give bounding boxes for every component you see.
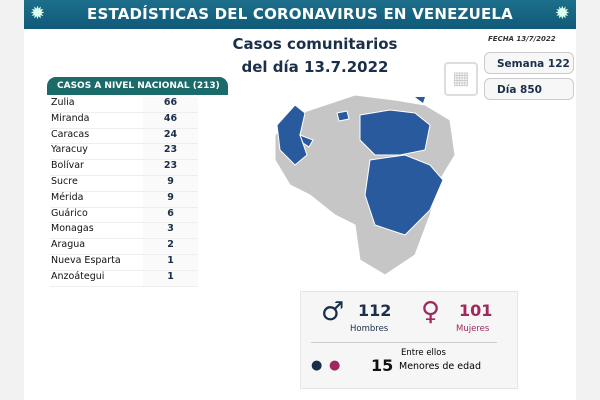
state-name: Mérida bbox=[51, 191, 84, 203]
table-header: CASOS A NIVEL NACIONAL (213) bbox=[47, 77, 228, 95]
table-row: Yaracuy 23 bbox=[50, 144, 198, 161]
state-name: Nueva Esparta bbox=[51, 254, 121, 266]
state-name: Monagas bbox=[51, 223, 94, 235]
day-badge: Día 850 bbox=[484, 78, 574, 100]
man-icon: ♂ bbox=[321, 297, 345, 327]
table-row: Aragua 2 bbox=[50, 239, 198, 255]
date-label: FECHA 13/7/2022 bbox=[488, 35, 556, 43]
venezuela-map bbox=[274, 94, 456, 276]
state-name: Yaracuy bbox=[51, 144, 88, 156]
men-count: 112 bbox=[358, 301, 392, 320]
virus-icon: ✹ bbox=[554, 3, 570, 24]
case-count: 6 bbox=[143, 207, 198, 223]
case-count: 23 bbox=[143, 144, 198, 160]
minors-count: 15 bbox=[371, 356, 394, 375]
divider bbox=[311, 342, 497, 343]
map-region-yaracuy bbox=[336, 110, 350, 122]
minors-label: Menores de edad bbox=[399, 361, 482, 372]
case-count: 9 bbox=[143, 175, 198, 191]
banner-title: ESTADÍSTICAS DEL CORONAVIRUS EN VENEZUEL… bbox=[87, 5, 513, 23]
case-count: 1 bbox=[143, 254, 198, 270]
state-name: Anzoátegui bbox=[51, 270, 105, 282]
virus-icon: ✹ bbox=[30, 3, 46, 24]
title-line2: del día 13.7.2022 bbox=[241, 58, 389, 76]
state-name: Guárico bbox=[51, 207, 88, 219]
cases-table: Zulia 66 Miranda 46 Caracas 24 Yaracuy 23 Bolíva… bbox=[50, 97, 198, 287]
case-count: 23 bbox=[143, 160, 198, 175]
table-row: Miranda 46 bbox=[50, 112, 198, 129]
case-count: 2 bbox=[143, 239, 198, 254]
map-region-nueva-esparta bbox=[415, 97, 425, 103]
case-count: 9 bbox=[143, 191, 198, 207]
minors-intro: Entre ellos bbox=[401, 348, 446, 358]
title-line1: Casos comunitarios bbox=[232, 35, 398, 53]
banner: ✹ ESTADÍSTICAS DEL CORONAVIRUS EN VENEZU… bbox=[24, 0, 576, 29]
case-count: 24 bbox=[143, 128, 198, 144]
women-label: Mujeres bbox=[456, 324, 490, 334]
page-title: Casos comunitarios del día 13.7.2022 bbox=[215, 33, 415, 79]
state-name: Bolívar bbox=[51, 160, 84, 172]
table-row: Zulia 66 bbox=[50, 97, 198, 113]
women-count: 101 bbox=[459, 301, 493, 320]
girl-icon: ● bbox=[329, 358, 341, 373]
calendar-icon: ▦ bbox=[444, 62, 478, 96]
table-row: Caracas 24 bbox=[50, 128, 198, 145]
state-name: Sucre bbox=[51, 175, 78, 187]
boy-icon: ● bbox=[311, 358, 323, 373]
table-row: Monagas 3 bbox=[50, 223, 198, 240]
state-name: Zulia bbox=[51, 97, 75, 108]
map-region-center bbox=[359, 109, 431, 156]
case-count: 66 bbox=[143, 97, 198, 112]
state-name: Caracas bbox=[51, 128, 90, 140]
men-label: Hombres bbox=[350, 324, 389, 334]
table-row: Nueva Esparta 1 bbox=[50, 254, 198, 271]
table-row: Sucre 9 bbox=[50, 175, 198, 192]
case-count: 3 bbox=[143, 223, 198, 239]
table-row: Mérida 9 bbox=[50, 191, 198, 208]
table-row: Bolívar 23 bbox=[50, 160, 198, 176]
week-badge: Semana 122 bbox=[484, 52, 574, 74]
map-region-merida bbox=[299, 134, 314, 148]
table-row: Guárico 6 bbox=[50, 207, 198, 224]
map-region-zulia bbox=[276, 104, 308, 166]
state-name: Miranda bbox=[51, 112, 90, 124]
woman-icon: ♀ bbox=[421, 297, 441, 327]
state-name: Aragua bbox=[51, 239, 86, 251]
case-count: 1 bbox=[143, 270, 198, 286]
map-region-bolivar bbox=[364, 154, 444, 236]
gender-stats-panel: ♂ 112 Hombres ♀ 101 Mujeres ● ● Entre el… bbox=[300, 291, 518, 389]
case-count: 46 bbox=[143, 112, 198, 128]
table-row: Anzoátegui 1 bbox=[50, 270, 198, 287]
